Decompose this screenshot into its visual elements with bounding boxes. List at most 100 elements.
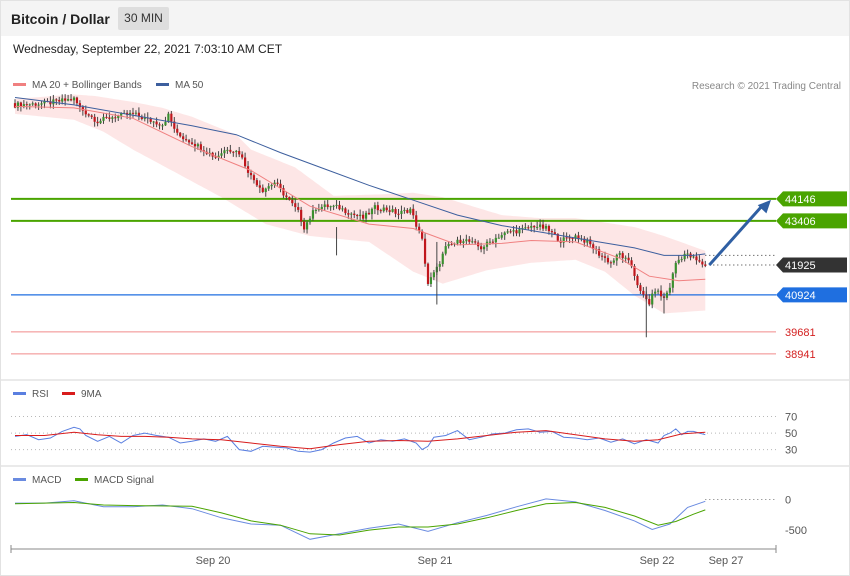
- candle: [270, 183, 273, 190]
- candle: [364, 210, 368, 223]
- ma50-swatch: [156, 82, 169, 86]
- candle: [509, 229, 512, 234]
- candle: [37, 102, 40, 110]
- level-label-43406: 43406: [785, 216, 816, 228]
- candle: [536, 221, 539, 231]
- candle-body: [657, 290, 660, 292]
- candle-body: [244, 157, 247, 167]
- candle-body: [370, 208, 374, 215]
- level-44146: 44146: [11, 191, 847, 207]
- candle-body: [55, 99, 58, 101]
- candle: [524, 223, 527, 230]
- candle-body: [167, 113, 170, 122]
- candle-body: [261, 187, 264, 192]
- candle: [468, 236, 471, 245]
- candle: [494, 234, 497, 248]
- candle: [347, 209, 350, 219]
- candle-body: [356, 214, 359, 217]
- candle-body: [196, 144, 199, 147]
- level-40924: 40924: [11, 287, 847, 303]
- candle: [291, 195, 294, 207]
- candle-body: [149, 118, 152, 122]
- candle: [305, 220, 309, 234]
- candle-body: [704, 264, 707, 266]
- candle: [612, 258, 615, 265]
- candle-body: [494, 237, 497, 243]
- legend-macd: MACD: [13, 475, 61, 486]
- candle: [258, 180, 261, 193]
- candle: [674, 260, 677, 278]
- candle-body: [553, 232, 556, 234]
- candle-body: [468, 239, 471, 242]
- candle-body: [43, 100, 46, 104]
- candle-body: [556, 233, 559, 241]
- candle-body: [335, 204, 338, 206]
- rsi-tick-30: 30: [785, 445, 797, 457]
- candle: [370, 207, 374, 220]
- candle: [403, 207, 406, 214]
- candle: [456, 236, 459, 246]
- candle-body: [429, 277, 433, 284]
- timeframe-button[interactable]: 30 MIN: [118, 7, 169, 30]
- candle-body: [276, 182, 279, 184]
- candle: [16, 101, 20, 111]
- candle: [621, 251, 624, 263]
- level-43406: 43406: [11, 213, 847, 229]
- candle-body: [344, 208, 347, 214]
- candle-body: [524, 227, 527, 229]
- candle: [630, 257, 633, 269]
- candle: [654, 288, 657, 298]
- candle: [701, 258, 704, 268]
- datetime-label: Wednesday, September 22, 2021 7:03:10 AM…: [13, 42, 283, 56]
- candle: [648, 294, 651, 307]
- forecast-arrow-shaft: [708, 203, 765, 267]
- candle: [226, 146, 229, 154]
- level-tag-41925: [776, 257, 847, 273]
- legend-ma50-label: MA 50: [175, 80, 204, 91]
- candle: [447, 241, 450, 249]
- candle-body: [577, 235, 580, 240]
- candle-body: [654, 291, 657, 294]
- candle-body: [264, 188, 267, 192]
- candle: [341, 205, 344, 212]
- ma20-swatch: [13, 82, 26, 86]
- candle: [618, 250, 621, 259]
- level-label-40924: 40924: [785, 290, 816, 302]
- candle-body: [391, 209, 394, 212]
- candle: [659, 285, 663, 301]
- x-tick-sep-27: Sep 27: [709, 555, 744, 567]
- candle: [320, 204, 323, 212]
- candle-body: [128, 112, 132, 115]
- candle: [84, 105, 87, 118]
- candle: [400, 205, 403, 219]
- candle: [683, 250, 686, 262]
- level-tag-44146: [776, 191, 847, 207]
- candle-body: [235, 150, 238, 153]
- candle-body: [291, 199, 294, 204]
- macd-swatch: [13, 477, 26, 481]
- candle: [303, 217, 306, 233]
- candle-body: [173, 121, 176, 129]
- legend-rsi-ma: 9MA: [62, 389, 102, 400]
- candle: [158, 122, 161, 130]
- candle-body: [680, 259, 683, 261]
- candle-body: [117, 115, 120, 119]
- candle-body: [297, 207, 300, 210]
- candle-body: [229, 149, 232, 152]
- candle: [565, 232, 568, 242]
- candle: [31, 101, 34, 106]
- candle: [421, 229, 424, 241]
- candle: [574, 233, 577, 242]
- candle-body: [187, 140, 191, 143]
- candle-body: [161, 125, 164, 127]
- candle: [167, 111, 170, 123]
- candle: [639, 282, 642, 295]
- legend-macd-signal-label: MACD Signal: [94, 475, 155, 486]
- ma50-line: [14, 97, 706, 256]
- candle-body: [61, 98, 64, 102]
- candle-body: [288, 197, 291, 200]
- candle-body: [677, 259, 680, 263]
- candle: [426, 262, 430, 286]
- candle: [503, 231, 506, 240]
- candle: [25, 101, 28, 110]
